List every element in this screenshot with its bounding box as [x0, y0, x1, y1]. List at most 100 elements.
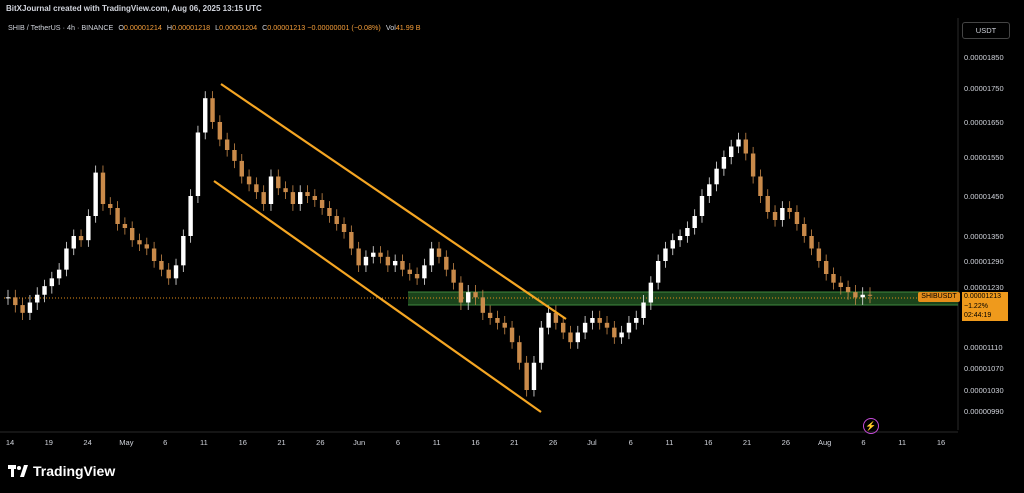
candle-body: [334, 216, 339, 224]
x-tick-label: 11: [666, 438, 674, 447]
candle-body: [772, 212, 778, 220]
candle-body: [802, 224, 807, 236]
lightning-icon[interactable]: ⚡: [863, 418, 879, 434]
candle-body: [809, 236, 814, 249]
candle-body: [210, 98, 215, 122]
candle-body: [458, 282, 464, 303]
candle-body: [867, 294, 873, 296]
x-tick-label: 6: [861, 438, 865, 447]
candle-body: [173, 265, 179, 279]
candle-body: [64, 248, 69, 270]
candle-body: [276, 176, 281, 189]
candle-body: [539, 327, 544, 363]
candle-body: [780, 208, 785, 220]
candle-body: [619, 332, 624, 338]
candle-body: [436, 248, 442, 257]
candle-body: [736, 139, 741, 147]
candle-body: [100, 172, 106, 204]
candle-body: [480, 297, 486, 313]
x-tick-label: 11: [898, 438, 906, 447]
candle-body: [466, 292, 471, 303]
x-tick-label: 16: [471, 438, 479, 447]
candle-body: [129, 228, 135, 241]
x-tick-label: 11: [433, 438, 441, 447]
candle-body: [495, 318, 500, 323]
candle-body: [181, 236, 186, 266]
y-tick-label: 0.00001030: [964, 386, 1004, 395]
x-tick-label: 26: [782, 438, 790, 447]
candle-body: [860, 294, 865, 298]
candle-body: [71, 236, 76, 249]
candle-body: [188, 196, 193, 236]
candle-body: [729, 146, 734, 157]
candle-body: [422, 265, 427, 279]
x-tick-label: 21: [743, 438, 751, 447]
open-label: O: [118, 23, 124, 32]
candle-body: [203, 98, 208, 133]
x-tick-label: 16: [704, 438, 712, 447]
candle-body: [5, 297, 11, 299]
candle-body: [831, 274, 836, 283]
candle-body: [217, 122, 223, 140]
x-tick-label: 14: [6, 438, 14, 447]
channel-upper-line: [220, 83, 567, 320]
chart-header: BitXJournal created with TradingView.com…: [0, 0, 1024, 20]
candle-body: [626, 322, 632, 333]
candle-body: [137, 240, 142, 245]
candle-body: [714, 168, 719, 185]
candle-body: [524, 362, 529, 390]
candle-body: [487, 312, 493, 318]
high-label: H: [166, 23, 173, 32]
x-tick-label: May: [119, 438, 133, 447]
candle-body: [20, 305, 25, 313]
x-tick-label: 21: [277, 438, 285, 447]
candle-body: [765, 196, 770, 212]
last-price-change: −1.22%: [964, 302, 988, 310]
candle-body: [261, 192, 266, 204]
candle-body: [378, 252, 383, 257]
candle-body: [268, 176, 274, 204]
candle-body: [195, 132, 201, 196]
candle-body: [42, 286, 47, 295]
candle-body: [144, 244, 149, 249]
candle-body: [707, 184, 712, 196]
candle-body: [517, 342, 522, 363]
candle-body: [363, 256, 369, 266]
candle-body: [305, 192, 310, 196]
candle-body: [115, 208, 120, 224]
candle-body: [371, 252, 376, 257]
last-price-tag: 0.00001213 −1.22% 02:44:19: [962, 292, 1008, 321]
candle-body: [582, 322, 588, 333]
candle-body: [122, 224, 128, 228]
volume-value: 41.99 B: [395, 23, 421, 32]
candle-body: [341, 224, 347, 232]
candle-body: [816, 248, 822, 261]
candle-body: [166, 269, 171, 279]
candle-body: [239, 160, 244, 177]
price-chart[interactable]: 0.00001850 0.00001750 0.00001650 0.00001550…: [0, 18, 1024, 463]
candle-body: [612, 327, 617, 338]
candle-body: [604, 322, 610, 328]
close-label: C: [262, 23, 268, 32]
ohlc-legend: SHIB / TetherUS · 4h · BINANCE O0.000012…: [8, 23, 421, 32]
currency-selector[interactable]: USDT: [962, 22, 1010, 39]
candle-body: [290, 192, 296, 204]
candle-body: [853, 292, 858, 298]
x-tick-label: Jun: [353, 438, 365, 447]
x-tick-label: 6: [629, 438, 633, 447]
y-tick-label: 0.00001350: [964, 232, 1004, 241]
candle-body: [597, 318, 602, 323]
symbol-label[interactable]: SHIB / TetherUS · 4h · BINANCE: [8, 23, 114, 32]
tradingview-logo: TradingView: [8, 463, 115, 479]
candle-body: [444, 256, 449, 270]
change-value: −0.00000001 (−0.08%): [307, 23, 381, 32]
x-tick-label: 21: [510, 438, 518, 447]
candle-body: [721, 157, 727, 169]
candle-body: [224, 139, 230, 150]
y-tick-label: 0.00000990: [964, 407, 1004, 416]
candle-body: [473, 292, 478, 298]
y-tick-label: 0.00001110: [964, 343, 1003, 352]
candle-body: [86, 216, 91, 241]
y-tick-label: 0.00001650: [964, 118, 1004, 127]
candle-body: [283, 188, 288, 193]
